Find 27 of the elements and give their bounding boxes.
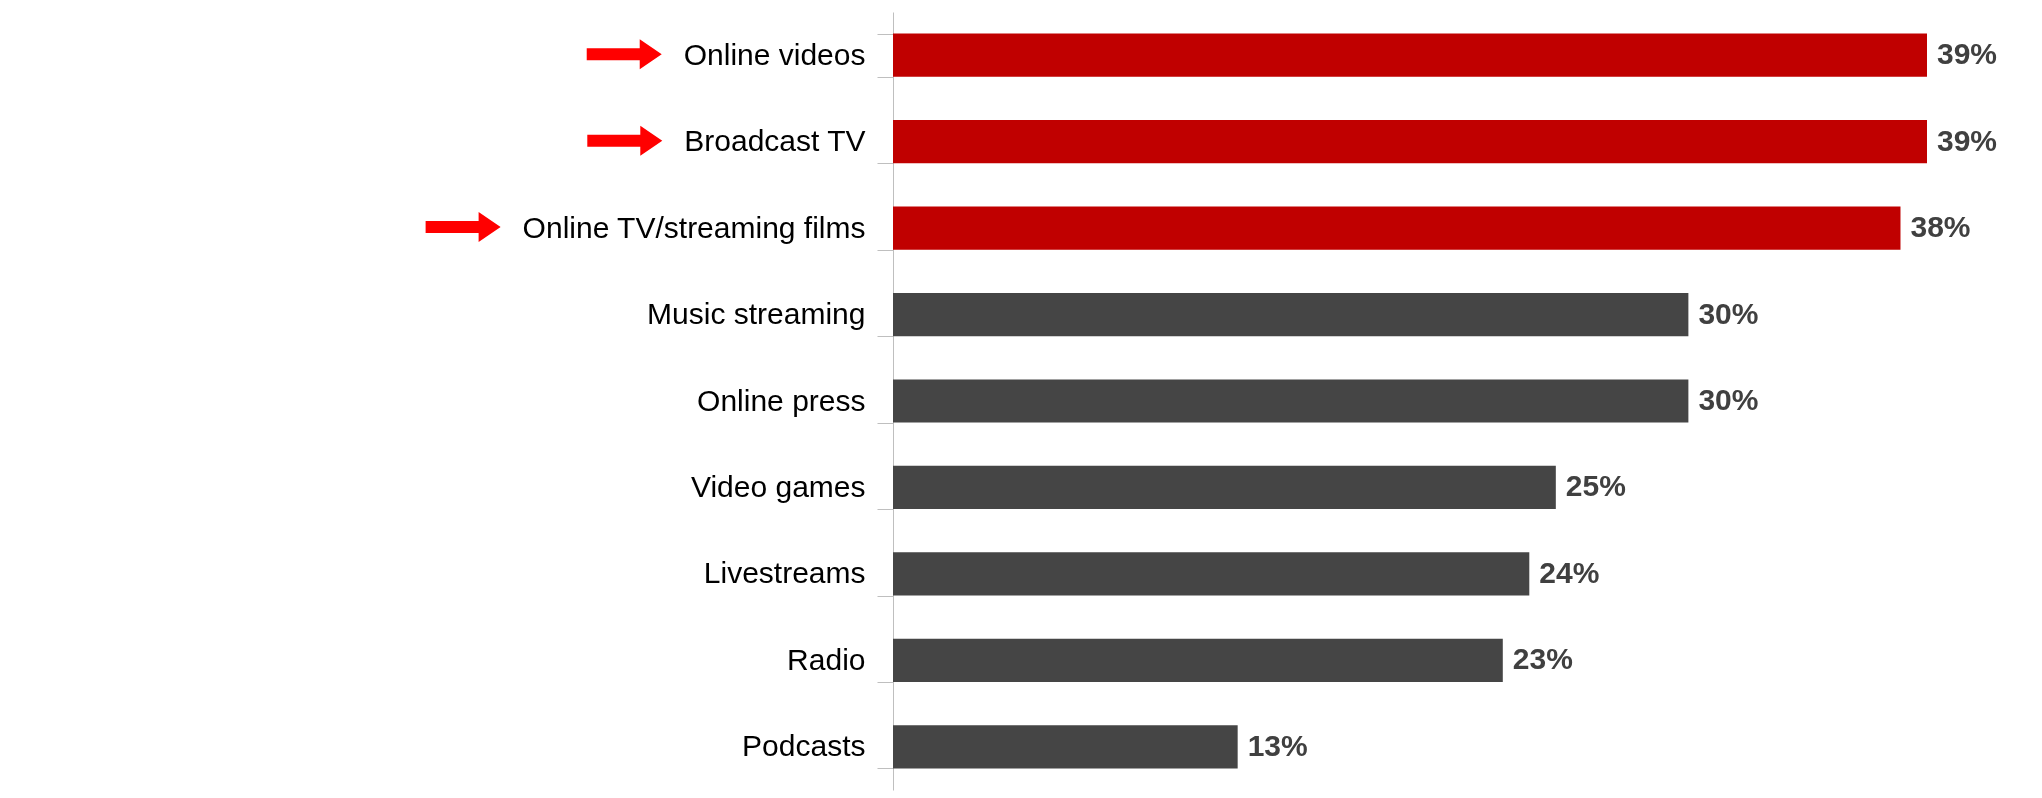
bar [893,206,1901,250]
y-tick-label: Podcasts [742,729,866,763]
bar [893,379,1689,423]
bar [893,120,1927,164]
bar [893,465,1556,510]
bar [893,292,1689,337]
data-label: 38% [1910,210,1971,244]
data-label: 30% [1698,383,1759,416]
data-label: 39% [1937,123,1998,157]
bar [893,552,1530,596]
y-tick-label: Video games [690,469,866,503]
data-label: 25% [1565,469,1626,503]
y-tick-label: Broadcast TV [684,124,866,158]
y-tick-label: Online TV/streaming films [522,210,866,244]
data-label: 24% [1539,555,1600,589]
data-label: 39% [1937,37,1998,71]
y-tick-label: Online press [697,383,866,417]
y-tick-label: Online videos [683,37,866,71]
y-tick-label: Music streaming [647,297,866,331]
bar [893,638,1503,682]
y-tick-label: Livestreams [703,556,866,590]
bar [893,33,1927,77]
data-label: 23% [1512,642,1573,676]
data-label: 30% [1698,296,1759,330]
bar [893,725,1238,769]
y-tick-label: Radio [787,642,866,676]
data-label: 13% [1247,728,1308,762]
